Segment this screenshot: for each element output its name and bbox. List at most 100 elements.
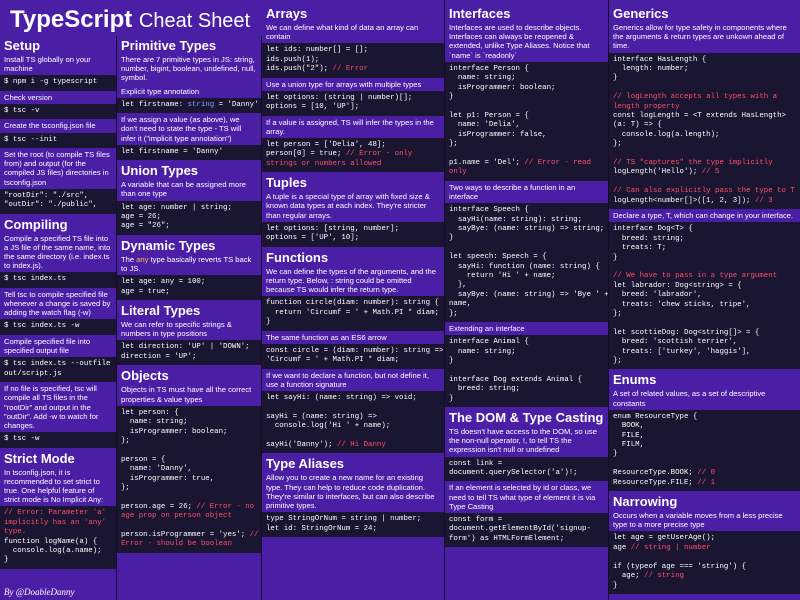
section-primitive-types: Primitive Types There are 7 primitive ty… bbox=[117, 38, 261, 161]
interfaces-code5: let speech: Speech = { sayHi: function (… bbox=[449, 253, 608, 318]
narrowing-code2-c: } bbox=[613, 581, 618, 590]
section-dom-type-casting: The DOM & Type Casting TS doesn't have a… bbox=[445, 410, 608, 548]
enums-p1: A set of related values, as a set of des… bbox=[613, 389, 766, 408]
section-literal-types: Literal Types We can refer to specific s… bbox=[117, 303, 261, 366]
union-p1: A variable that can be assigned more tha… bbox=[121, 180, 246, 199]
aliases-heading: Type Aliases bbox=[266, 456, 345, 472]
enums-code2-result: // 0 bbox=[697, 469, 716, 478]
interfaces-code6: interface Animal { name: string; } inter… bbox=[445, 335, 608, 408]
setup-install-code: $ npm i -g typescript bbox=[0, 75, 116, 91]
tuples-code: let options: [string, number]; options =… bbox=[262, 221, 444, 247]
enums-code3-a: ResourceType.FILE; bbox=[613, 478, 698, 487]
generics-code3-result: // 5 bbox=[701, 168, 720, 177]
functions-p1: We can define the types of the arguments… bbox=[266, 266, 436, 295]
strict-code: // Error: Parameter 'a' implicitly has a… bbox=[0, 506, 116, 569]
column-2: Primitive Types There are 7 primitive ty… bbox=[117, 0, 261, 600]
strict-p1: In tsconfig.json, it is recommended to s… bbox=[4, 467, 104, 505]
arrays-heading: Arrays bbox=[266, 6, 308, 21]
generics-code6-comment: // We have to pass in a type argument bbox=[613, 272, 778, 281]
section-enums: Enums A set of related values, as a set … bbox=[609, 372, 800, 492]
literal-heading: Literal Types bbox=[121, 303, 201, 319]
narrowing-code2-a: if (typeof age === 'string') { age; bbox=[613, 562, 747, 581]
section-generics: Generics Generics allow for type safety … bbox=[609, 6, 800, 370]
section-objects: Objects Objects in TS must have all the … bbox=[117, 368, 261, 553]
section-dynamic-types: Dynamic Types The any type basically rev… bbox=[117, 237, 261, 301]
aliases-p1: Allow you to create a new name for an ex… bbox=[266, 473, 435, 510]
literal-p1: We can refer to specific strings & numbe… bbox=[121, 320, 232, 339]
arrays-code1: let ids: number[] = []; ids.push(1); ids… bbox=[262, 43, 444, 78]
arrays-code3-a: let person = ['Delia', 48]; person[0] = … bbox=[266, 141, 386, 159]
primitive-code1-type: string bbox=[187, 100, 215, 109]
compiling-cmd1: $ tsc index.ts bbox=[0, 272, 116, 288]
section-strict-mode: Strict Mode In tsconfig.json, it is reco… bbox=[0, 451, 116, 569]
title-main: TypeScript bbox=[10, 6, 133, 33]
functions-code1: function circle(diam: number): string { … bbox=[262, 296, 444, 331]
narrowing-code1-a: let age = getUserAge(); age bbox=[613, 534, 716, 552]
functions-heading: Functions bbox=[266, 249, 329, 265]
generics-p2: Declare a type, T, which can change in y… bbox=[613, 211, 794, 221]
union-heading: Union Types bbox=[121, 163, 199, 179]
strict-heading: Strict Mode bbox=[4, 450, 75, 466]
setup-check-code: $ tsc -v bbox=[0, 104, 116, 120]
enums-heading: Enums bbox=[613, 372, 657, 388]
interfaces-p3: Extending an interface bbox=[449, 323, 525, 333]
objects-code4-comment: // Error - should be boolean bbox=[121, 530, 259, 549]
tuples-heading: Tuples bbox=[266, 175, 307, 191]
compiling-cmd3: $ tsc index.ts --outfile out/script.js bbox=[0, 357, 116, 383]
compiling-p1: Compile a specified TS file into a JS fi… bbox=[4, 233, 111, 271]
functions-code3: let sayHi: (name: string) => void; sayHi… bbox=[262, 390, 444, 454]
strict-code-body: function logName(a) { console.log(a.name… bbox=[4, 537, 102, 565]
dynamic-heading: Dynamic Types bbox=[121, 237, 216, 253]
arrays-p3: If a value is assigned, TS will infer th… bbox=[266, 117, 434, 136]
interfaces-heading: Interfaces bbox=[449, 6, 511, 21]
narrowing-code: let age = getUserAge(); age // string | … bbox=[609, 531, 800, 594]
dom-code1: const link = document.querySelector('a')… bbox=[445, 456, 608, 482]
generics-code5: interface Dog<T> { breed: string; treats… bbox=[613, 225, 693, 262]
generics-code3-a: logLength('Hello'); bbox=[613, 168, 702, 177]
interfaces-code-a: interface Person { name: string; isProgr… bbox=[445, 61, 608, 181]
arrays-code3-comment: // Error - only strings or numbers allow… bbox=[266, 150, 413, 168]
functions-p3: If we want to declare a function, but no… bbox=[266, 370, 429, 389]
arrays-code2: let options: (string | number)[]; option… bbox=[262, 90, 444, 116]
literal-code: let direction: 'UP' | 'DOWN'; direction … bbox=[117, 340, 261, 366]
section-compiling: Compiling Compile a specified TS file in… bbox=[0, 217, 116, 448]
dynamic-p1: The any type basically reverts TS back t… bbox=[117, 253, 261, 275]
interfaces-code4: interface Speech { sayHi(name: string): … bbox=[449, 206, 605, 243]
column-3: Arrays We can define what kind of data a… bbox=[262, 0, 444, 600]
interfaces-code1: interface Person { name: string; isProgr… bbox=[449, 64, 556, 102]
setup-create-code: $ tsc --init bbox=[0, 132, 116, 149]
arrays-p2: Use a union type for arrays with multipl… bbox=[266, 79, 422, 89]
objects-code2: person = { name: 'Danny', isProgrammer: … bbox=[121, 455, 215, 492]
compiling-heading: Compiling bbox=[4, 216, 68, 232]
interfaces-p1: Interfaces are used to describe objects.… bbox=[449, 23, 590, 60]
objects-p1: Objects in TS must have all the correct … bbox=[121, 385, 252, 404]
setup-root-label: Set the root (to compile TS files from) … bbox=[4, 150, 110, 187]
dynamic-p1-b: type basically reverts TS back to JS. bbox=[121, 254, 252, 274]
objects-code3-a: person.age = 26; bbox=[121, 502, 197, 511]
generics-code3-comment: // TS "captures" the type implicitly bbox=[613, 159, 773, 168]
generics-code4-a: logLength<number[]>([1, 2, 3]); bbox=[613, 196, 755, 205]
section-tuples: Tuples A tuple is a special type of arra… bbox=[262, 175, 444, 247]
tuples-p1: A tuple is a special type of array with … bbox=[266, 192, 430, 220]
strict-code-comment: // Error: Parameter 'a' implicitly has a… bbox=[4, 509, 107, 537]
primitive-code1: let firstname: string = 'Danny' bbox=[117, 97, 261, 114]
narrowing-code1-comment: // string | number bbox=[630, 543, 711, 552]
setup-create-label: Create the tsconfig.json file bbox=[4, 121, 96, 131]
narrowing-heading: Narrowing bbox=[613, 494, 678, 510]
generics-code2-comment: // logLength accepts all types with a le… bbox=[613, 93, 778, 111]
dom-p1: TS doesn't have access to the DOM, so us… bbox=[449, 427, 597, 455]
column-1: Setup Install TS globally on your machin… bbox=[0, 0, 116, 600]
functions-code3-comment: // Hi Danny bbox=[336, 440, 386, 449]
generics-code6: let labrador: Dog<string> = { breed: 'la… bbox=[613, 281, 751, 318]
narrowing-code2-comment: // string bbox=[644, 572, 684, 581]
primitive-heading: Primitive Types bbox=[121, 38, 217, 53]
objects-code3-comment: // Error - no age prop on person object bbox=[121, 502, 255, 521]
generics-code2: const logLength = <T extends HasLength> … bbox=[613, 112, 786, 149]
interfaces-code3-comment: // Error - read only bbox=[449, 158, 591, 177]
dom-p2: If an element is selected by id or class… bbox=[449, 483, 596, 511]
section-union-types: Union Types A variable that can be assig… bbox=[117, 163, 261, 235]
arrays-code1-comment: // Error bbox=[332, 65, 369, 74]
arrays-code1-a: let ids: number[] = []; ids.push(1); ids… bbox=[266, 46, 369, 74]
compiling-p4: If no file is specified, tsc will compil… bbox=[4, 384, 99, 430]
enums-code: enum ResourceType { BOOK, FILE, FILM, } … bbox=[609, 409, 800, 492]
